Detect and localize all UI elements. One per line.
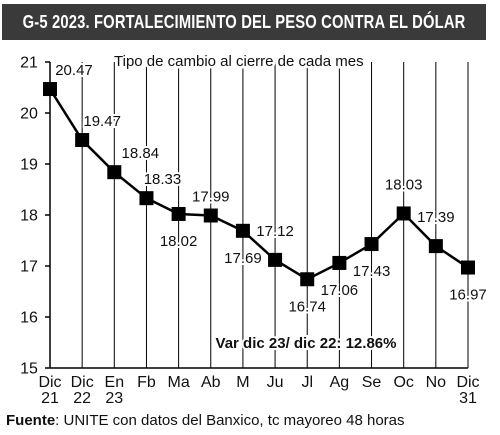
x-tick-label: En xyxy=(105,374,125,391)
variation-annotation: Var dic 23/ dic 22: 12.86% xyxy=(216,335,397,352)
data-point xyxy=(396,206,411,221)
x-tick-label: 31 xyxy=(459,390,477,407)
data-label: 20.47 xyxy=(55,62,93,79)
x-tick-label: Se xyxy=(362,374,382,391)
data-label: 18.02 xyxy=(160,233,198,250)
data-label: 16.74 xyxy=(288,298,326,315)
data-point xyxy=(332,255,347,270)
x-tick-label: Ag xyxy=(330,374,350,391)
data-label: 17.12 xyxy=(256,223,294,240)
data-point xyxy=(43,82,57,97)
data-point xyxy=(139,191,154,206)
chart-subtitle: Tipo de cambio al cierre de cada mes xyxy=(114,53,364,70)
x-tick-label: Jl xyxy=(301,374,313,391)
y-tick-label: 19 xyxy=(20,157,38,174)
data-point xyxy=(461,260,475,275)
data-point xyxy=(428,239,443,254)
data-label: 17.06 xyxy=(321,282,359,299)
x-tick-label: Dic xyxy=(71,374,94,391)
y-tick-label: 20 xyxy=(20,106,38,123)
chart-title: G-5 2023. FORTALECIMIENTO DEL PESO CONTR… xyxy=(22,11,466,32)
data-point xyxy=(268,252,283,267)
data-label: 17.43 xyxy=(353,263,391,280)
y-tick-label: 17 xyxy=(20,259,38,276)
y-tick-label: 18 xyxy=(20,208,38,225)
data-point xyxy=(203,208,218,223)
chart-title-bar: G-5 2023. FORTALECIMIENTO DEL PESO CONTR… xyxy=(2,4,486,40)
x-tick-label: Ma xyxy=(167,374,189,391)
source-text: : UNITE con datos del Banxico, tc mayore… xyxy=(55,412,405,429)
y-tick-label: 15 xyxy=(20,361,38,378)
data-label: 18.03 xyxy=(385,176,423,193)
data-point xyxy=(364,237,379,252)
data-label: 17.39 xyxy=(417,209,455,226)
x-tick-label: 21 xyxy=(41,390,59,407)
x-tick-label: No xyxy=(426,374,447,391)
data-point xyxy=(75,133,90,148)
x-tick-label: 23 xyxy=(105,390,123,407)
data-point xyxy=(300,272,315,287)
data-label: 17.69 xyxy=(224,250,262,267)
data-label: 18.84 xyxy=(122,145,160,162)
x-tick-label: Dic xyxy=(456,374,479,391)
y-tick-label: 16 xyxy=(20,310,38,327)
x-tick-label: M xyxy=(236,374,249,391)
x-tick-label: Ju xyxy=(267,374,284,391)
source-note: Fuente: UNITE con datos del Banxico, tc … xyxy=(6,412,405,429)
data-point xyxy=(235,223,250,238)
data-label: 16.97 xyxy=(449,287,487,304)
data-label: 17.99 xyxy=(192,189,230,206)
data-label: 18.33 xyxy=(144,171,182,188)
x-tick-label: Oc xyxy=(393,374,413,391)
x-tick-label: 22 xyxy=(73,390,91,407)
data-point xyxy=(171,206,186,221)
y-tick-label: 21 xyxy=(20,55,38,72)
x-tick-label: Ab xyxy=(201,374,221,391)
x-tick-label: Fb xyxy=(137,374,156,391)
data-label: 19.47 xyxy=(83,113,121,130)
source-label: Fuente xyxy=(6,412,56,429)
x-tick-label: Dic xyxy=(38,374,61,391)
data-point xyxy=(107,165,122,180)
